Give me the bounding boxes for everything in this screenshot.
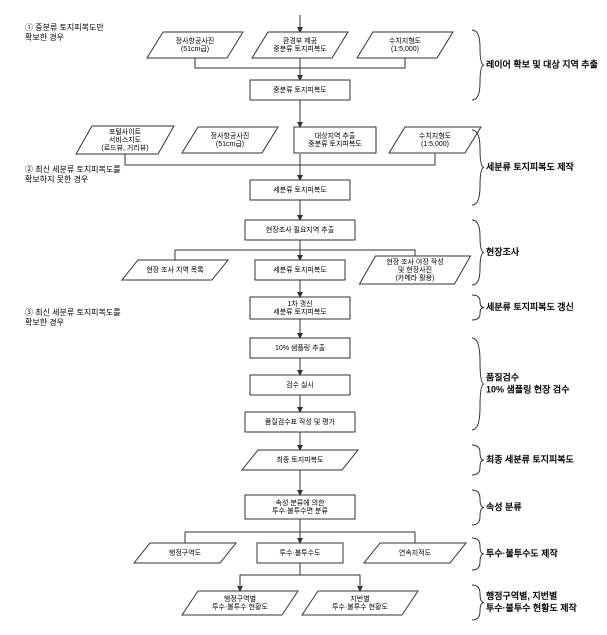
- edge-4: [125, 153, 435, 165]
- left-note-0-0: ① 중분류 토지피복도만: [25, 23, 104, 32]
- edge-18: [300, 563, 360, 591]
- left-note-1-1: 확보하지 못한 경우: [25, 174, 88, 184]
- left-note-1-0: ② 최신 세분류 토지피복도를: [25, 164, 121, 174]
- n23-label-0: 행정구역별: [224, 594, 256, 603]
- edge-17: [240, 563, 300, 591]
- group-title-6-0: 속성 분류: [486, 501, 522, 512]
- n10-label-0: 현장조사 필요지역 추출: [266, 225, 335, 234]
- left-note-2-1: 확보한 경우: [25, 317, 64, 327]
- n19-label-1: 투수·불투수면 분류: [272, 506, 328, 515]
- n12-label-0: 세분류 토지피복도: [273, 265, 327, 274]
- bracket-7: [472, 538, 484, 570]
- group-title-5-0: 최종 세분류 토지피복도: [486, 453, 575, 464]
- group-title-0-0: 레이어 확보 및 대상 지역 추출: [486, 58, 598, 69]
- n2-label-0: 환경부 제공: [283, 36, 318, 45]
- n23-label-1: 투수·불투수 현황도: [212, 602, 268, 611]
- n2-label-1: 중분류 토지피복도: [273, 44, 327, 53]
- n15-label-0: 10% 샘플링 추출: [275, 343, 326, 352]
- bracket-1: [472, 130, 484, 205]
- n1-label-0: 정사항공사진: [176, 36, 215, 45]
- n6-label-1: (51cm급): [216, 140, 244, 148]
- n14-label-0: 1차 갱신: [287, 299, 312, 308]
- group-title-1-0: 세분류 토지피복도 제작: [486, 161, 575, 172]
- group-title-3-0: 세분류 토지피복도 갱신: [486, 301, 574, 312]
- n24-label-0: 지번별: [350, 594, 369, 603]
- group-title-7-0: 투수·불투수도 제작: [486, 547, 558, 558]
- bracket-6: [472, 490, 484, 525]
- bracket-3: [472, 295, 484, 320]
- n22-label-0: 연속지적도: [399, 548, 432, 557]
- n8-label-0: 수치지형도: [419, 131, 452, 140]
- n3-label-0: 수치지형도: [389, 36, 422, 45]
- n4-label-0: 중분류 토지피복도: [273, 85, 327, 94]
- n5-label-0: 포털사이트: [109, 127, 142, 136]
- n7-label-1: 중분류 토지피복도: [308, 139, 362, 148]
- n6-label-0: 정사항공사진: [211, 131, 250, 140]
- n5-label-1: 서비스지도: [109, 135, 142, 144]
- n1-label-1: (51cm급): [181, 45, 209, 53]
- left-note-2-0: ③ 최신 세분류 토지피복도를: [25, 307, 121, 317]
- bracket-5: [472, 445, 484, 475]
- n7-label-0: 대상지역 추출: [315, 131, 356, 140]
- n19-label-0: 속성 분류에 의한: [276, 498, 326, 507]
- n21-label-0: 투수·불투수도: [280, 548, 322, 557]
- n5-label-2: (로드뷰, 거리뷰): [101, 143, 148, 152]
- n8-label-1: (1:5,000): [421, 141, 449, 148]
- n20-label-0: 행정구역도: [169, 548, 202, 557]
- group-title-8-1: 투수·불투수 현황도 제작: [486, 602, 578, 613]
- n9-label-0: 세분류 토지피복도: [273, 185, 327, 194]
- left-note-0-1: 확보한 경우: [25, 32, 64, 42]
- n24-label-1: 투수·불투수 현황도: [332, 602, 388, 611]
- bracket-4: [472, 338, 484, 430]
- n13-label-2: (카메라 활용): [396, 273, 435, 282]
- n17-label-0: 품질검수표 작성 및 평가: [265, 417, 336, 426]
- n18-label-0: 최종 토지피복도: [276, 455, 324, 464]
- group-title-2-0: 현장조사: [486, 246, 520, 257]
- bracket-2: [472, 220, 484, 285]
- group-title-4-0: 품질검수: [486, 371, 519, 382]
- n16-label-0: 검수 실시: [286, 380, 314, 389]
- bracket-0: [472, 30, 484, 100]
- n3-label-1: (1:5,000): [391, 46, 419, 53]
- n13-label-0: 현장 조사 야장 작성: [386, 257, 443, 266]
- group-title-8-0: 행정구역별, 지번별: [486, 590, 557, 601]
- n13-label-1: 및 현장사진: [398, 265, 432, 274]
- n11-label-0: 현장 조사 지역 목록: [146, 265, 204, 274]
- group-title-4-1: 10% 샘플링 현장 검수: [486, 383, 569, 394]
- n14-label-1: 세분류 토지피복도: [273, 307, 327, 316]
